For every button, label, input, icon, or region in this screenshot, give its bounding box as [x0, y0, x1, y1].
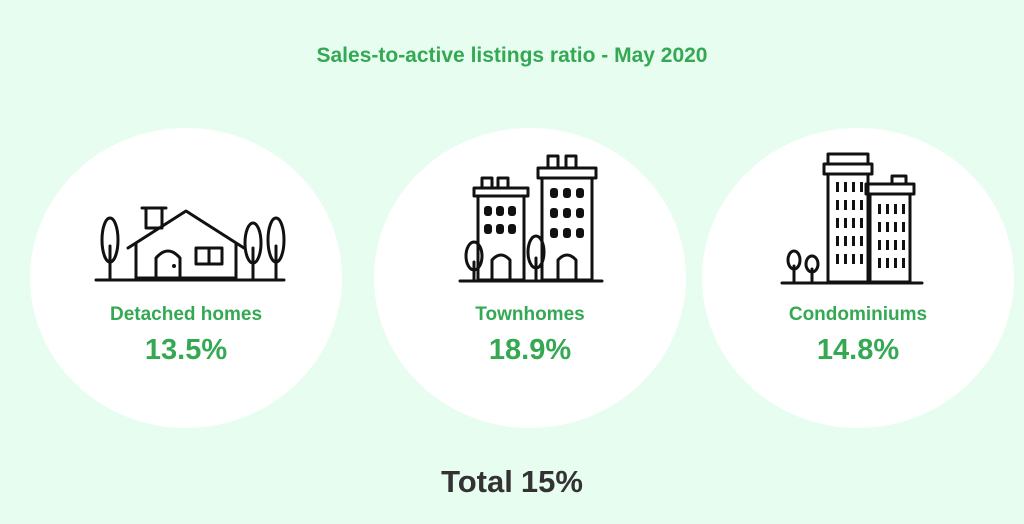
category-label: Detached homes [109, 304, 263, 325]
house-icon [94, 206, 286, 282]
condominiums-card: Condominiums 14.8% [702, 128, 1014, 428]
category-label: Townhomes [475, 304, 585, 325]
townhomes-card: Townhomes 18.9% [374, 128, 686, 428]
detached-homes-card: Detached homes 13.5% [30, 128, 342, 428]
total-value: 15% [520, 464, 583, 499]
total-label: Total [441, 464, 513, 499]
total-summary: Total 15% [0, 464, 1024, 500]
category-value: 14.8% [816, 334, 900, 366]
page-title: Sales-to-active listings ratio - May 202… [316, 44, 708, 67]
category-value: 13.5% [144, 334, 228, 366]
townhouse-buildings-icon [458, 154, 604, 283]
category-label: Condominiums [788, 304, 928, 325]
category-value: 18.9% [488, 334, 572, 366]
condo-towers-icon [780, 152, 924, 285]
